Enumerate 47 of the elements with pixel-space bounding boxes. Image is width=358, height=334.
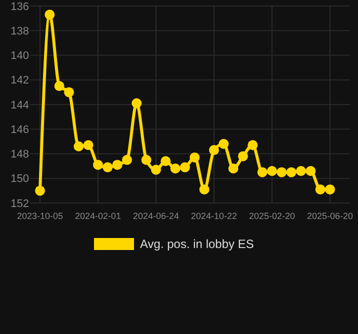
point	[238, 151, 248, 162]
x-tick-label: 2025-02-20	[248, 211, 296, 221]
x-tick-label: 2024-10-22	[190, 211, 238, 221]
point	[64, 87, 74, 98]
point	[122, 154, 132, 165]
point	[325, 184, 335, 194]
point	[199, 184, 210, 194]
y-tick-label: 138	[10, 25, 29, 38]
y-tick-label: 146	[10, 124, 29, 136]
x-tick-label: 2024-06-24	[132, 211, 180, 221]
point	[141, 154, 152, 165]
y-tick-label: 150	[10, 173, 29, 186]
point	[102, 162, 113, 172]
point	[74, 141, 84, 152]
point	[83, 140, 94, 150]
point	[248, 140, 258, 150]
x-tick-label: 2024-02-01	[74, 211, 122, 221]
point	[276, 167, 287, 178]
y-tick-label: 140	[10, 50, 29, 62]
y-tick-label: 152	[10, 198, 29, 210]
y-tick-label: 148	[10, 148, 29, 161]
x-tick-label: 2025-06-20	[306, 211, 354, 221]
point	[267, 166, 277, 176]
point	[306, 166, 316, 176]
point	[112, 160, 122, 170]
point	[35, 186, 45, 196]
point	[209, 145, 219, 156]
point	[228, 164, 238, 174]
point	[160, 156, 171, 166]
point	[151, 164, 161, 175]
point	[44, 10, 55, 20]
point	[54, 81, 64, 92]
y-tick-label: 144	[10, 99, 29, 112]
point	[296, 166, 306, 176]
point	[315, 184, 326, 194]
y-tick-label: 142	[10, 74, 29, 87]
point	[180, 162, 190, 172]
point	[170, 164, 180, 174]
point	[93, 160, 103, 170]
point	[132, 98, 142, 108]
y-tick-label: 136	[10, 0, 29, 13]
point	[190, 152, 200, 162]
legend-label: Avg. pos. in lobby ES	[140, 237, 254, 252]
point	[218, 138, 229, 149]
point	[257, 167, 268, 178]
point	[286, 167, 296, 178]
x-tick-label: 2023-10-05	[16, 211, 64, 221]
